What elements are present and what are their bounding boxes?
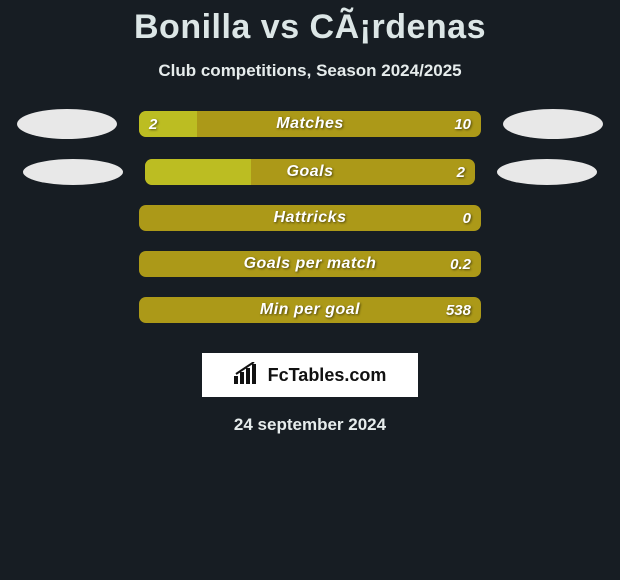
player-right-avatar <box>503 109 603 139</box>
date-label: 24 september 2024 <box>0 415 620 435</box>
player-left-avatar <box>17 109 117 139</box>
stat-value-right: 0.2 <box>450 251 471 277</box>
stat-label: Hattricks <box>139 205 481 231</box>
subtitle: Club competitions, Season 2024/2025 <box>0 61 620 81</box>
stat-rows: 2Matches10 Goals2 Hattricks0Goals per ma… <box>0 109 620 323</box>
stat-value-right: 538 <box>446 297 471 323</box>
player-left-avatar <box>23 159 123 185</box>
brand-badge[interactable]: FcTables.com <box>202 353 418 397</box>
stat-bar: Min per goal538 <box>139 297 481 323</box>
stat-row: Goals per match0.2 <box>0 251 620 277</box>
stat-value-right: 0 <box>463 205 471 231</box>
stat-label: Goals <box>145 159 475 185</box>
stat-row: Hattricks0 <box>0 205 620 231</box>
stat-value-right: 2 <box>457 159 465 185</box>
stat-bar: Goals2 <box>145 159 475 185</box>
brand-chart-icon <box>234 362 260 389</box>
stat-bar: 2Matches10 <box>139 111 481 137</box>
stat-row: Min per goal538 <box>0 297 620 323</box>
stat-label: Matches <box>139 111 481 137</box>
stat-value-right: 10 <box>454 111 471 137</box>
stat-bar: Goals per match0.2 <box>139 251 481 277</box>
player-right-avatar <box>497 159 597 185</box>
stat-bar: Hattricks0 <box>139 205 481 231</box>
comparison-panel: Bonilla vs CÃ¡rdenas Club competitions, … <box>0 0 620 435</box>
stat-label: Min per goal <box>139 297 481 323</box>
brand-text: FcTables.com <box>268 365 387 386</box>
page-title: Bonilla vs CÃ¡rdenas <box>0 8 620 47</box>
stat-row: Goals2 <box>0 159 620 185</box>
stat-row: 2Matches10 <box>0 109 620 139</box>
stat-label: Goals per match <box>139 251 481 277</box>
